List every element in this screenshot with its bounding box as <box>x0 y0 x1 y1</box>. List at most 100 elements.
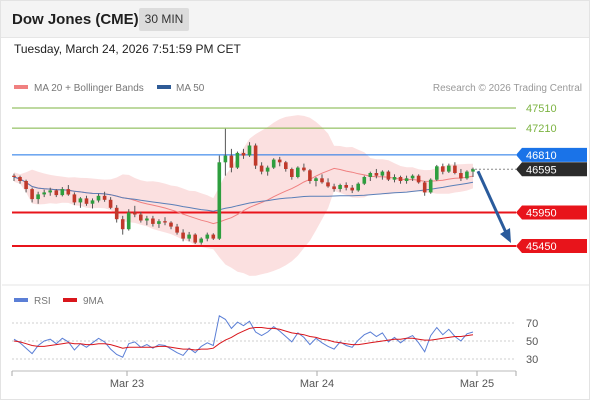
candle-body <box>471 169 475 172</box>
candle-body <box>24 181 28 189</box>
rsi-ma9-line <box>13 327 474 351</box>
candle-body <box>120 219 125 230</box>
candle-body <box>205 234 210 239</box>
price-label-47210: 47210 <box>526 123 557 135</box>
candle-body <box>422 182 427 193</box>
bollinger-band <box>14 115 473 276</box>
candle-body <box>380 171 385 176</box>
candle-body <box>284 162 288 169</box>
candle-body <box>60 189 65 196</box>
ma9-legend-swatch <box>63 298 77 302</box>
rsi-plot-area: 70 50 30 <box>12 315 538 366</box>
candle-body <box>163 221 167 223</box>
timestamp: Tuesday, March 24, 2026 7:51:59 PM CET <box>14 42 241 56</box>
rsi-line <box>13 315 474 358</box>
candle-body <box>211 234 216 239</box>
candle-body <box>223 155 228 163</box>
candle-body <box>66 189 71 195</box>
candle-body <box>338 185 342 189</box>
candle-body <box>42 192 46 195</box>
timeframe-badge[interactable]: 30 MIN <box>139 8 189 31</box>
price-label-47510: 47510 <box>526 103 557 115</box>
candle-body <box>229 155 234 168</box>
x-tick-label-mar-24: Mar 24 <box>300 378 334 390</box>
candle-body <box>271 159 276 168</box>
candle-body <box>96 195 101 201</box>
header-bar: Dow Jones (CME) 30 MIN <box>1 1 589 38</box>
forecast-arrow-shaft <box>476 170 510 238</box>
ma20-legend-swatch <box>14 85 28 89</box>
candle-body <box>259 165 264 172</box>
price-label-45950: 45950 <box>526 208 557 220</box>
candle-body <box>181 232 185 239</box>
candle-body <box>114 207 119 220</box>
candle-body <box>320 178 324 183</box>
candle-body <box>145 218 149 221</box>
candle-body <box>253 145 258 166</box>
rsi-legend-label: RSI <box>34 296 51 307</box>
rsi-tick-70: 70 <box>526 318 538 330</box>
candle-body <box>302 167 306 171</box>
candle-body <box>235 152 240 168</box>
candle-body <box>277 159 282 163</box>
price-plot-area: 47510 47210 46810 46595 45950 45450 <box>12 103 587 276</box>
candle-body <box>169 222 173 227</box>
candle-body <box>36 194 40 200</box>
candle-body <box>133 212 137 215</box>
x-axis: Mar 23 Mar 24 Mar 25 <box>11 371 517 390</box>
candle-body <box>84 198 89 204</box>
candle-body <box>386 171 391 180</box>
forecast-arrow-head <box>500 228 511 243</box>
candle-body <box>48 190 52 193</box>
candle-body <box>78 198 83 203</box>
price-label-box-45950 <box>516 205 587 220</box>
candle-body <box>441 166 445 172</box>
price-label-box-46810 <box>516 147 587 162</box>
candle-body <box>314 178 318 181</box>
candle-body <box>356 183 360 191</box>
candle-body <box>410 175 415 179</box>
candle-body <box>374 173 379 176</box>
price-label-46810: 46810 <box>526 150 557 162</box>
x-tick-label-mar-25: Mar 25 <box>460 378 494 390</box>
candle-body <box>344 185 348 188</box>
price-label-46595: 46595 <box>526 164 557 176</box>
ma50-legend-swatch <box>157 85 171 89</box>
price-label-box-45450 <box>516 239 587 253</box>
ma50-line <box>13 176 474 212</box>
candle-body <box>465 171 469 179</box>
rsi-legend-swatch <box>14 298 28 302</box>
copyright-text: Research © 2026 Trading Central <box>433 83 582 94</box>
candle-body <box>453 165 457 173</box>
candle-body <box>398 177 403 181</box>
candle-body <box>265 167 270 172</box>
candle-body <box>217 162 222 239</box>
candle-body <box>126 212 131 230</box>
candle-body <box>139 214 143 221</box>
ma50-legend-label: MA 50 <box>176 83 205 94</box>
x-tick-label-mar-23: Mar 23 <box>110 378 144 390</box>
candle-body <box>447 165 451 172</box>
candle-body <box>102 195 107 200</box>
candle-body <box>72 194 77 203</box>
candle-body <box>187 234 191 239</box>
candle-body <box>290 169 294 177</box>
candle-body <box>18 177 22 181</box>
candle-body <box>12 175 16 177</box>
ma20-legend-label: MA 20 + Bollinger Bands <box>34 83 144 94</box>
candle-body <box>404 178 409 181</box>
candle-body <box>368 173 373 177</box>
candle-body <box>392 177 397 180</box>
candle-body <box>30 189 34 200</box>
price-label-box-46595 <box>516 162 587 177</box>
candle-body <box>151 218 155 224</box>
candle-body <box>416 175 421 183</box>
candle-body <box>428 179 433 193</box>
candle-body <box>350 187 354 191</box>
candle-body <box>193 234 197 243</box>
rsi-tick-30: 30 <box>526 354 538 366</box>
candle-body <box>459 173 463 179</box>
candle-body <box>175 226 179 233</box>
